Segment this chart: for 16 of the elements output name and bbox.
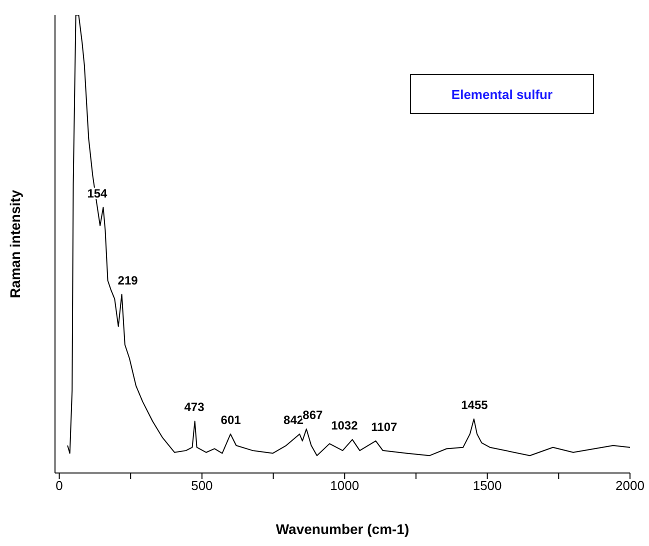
x-tick-label: 2000 xyxy=(616,478,644,494)
x-tick-label: 0 xyxy=(56,478,63,494)
annotation: 867 xyxy=(302,408,324,422)
y-axis-title: Raman intensity xyxy=(6,190,23,298)
x-tick-label: 1000 xyxy=(330,478,360,494)
annotation: 1032 xyxy=(331,418,358,433)
annotation: 1107 xyxy=(371,420,398,434)
text: Elemental sulfur xyxy=(451,86,553,102)
annotation: 219 xyxy=(118,273,138,288)
x-tick-label: 1500 xyxy=(472,478,502,494)
annotation: 1455 xyxy=(461,398,488,412)
annotation: 842 xyxy=(284,413,304,428)
annotation: 601 xyxy=(220,413,242,428)
x-axis-title: Wavenumber (cm-1) xyxy=(276,521,410,537)
annotation: 473 xyxy=(184,400,205,414)
x-tick-label: 500 xyxy=(191,478,213,494)
